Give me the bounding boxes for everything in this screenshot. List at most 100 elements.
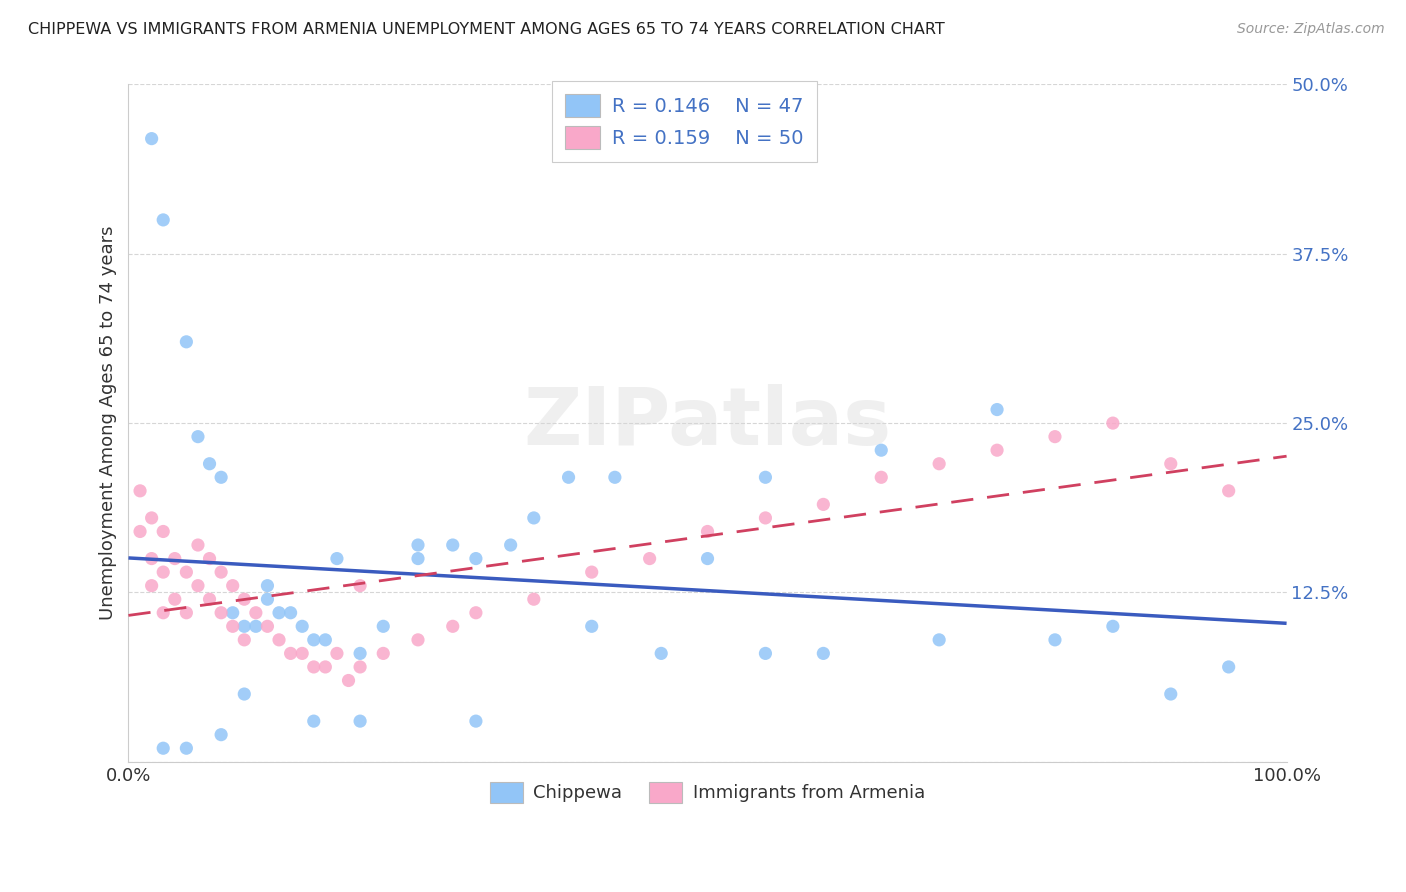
- Point: [406, 538, 429, 552]
- Point: [523, 592, 546, 607]
- Point: [1218, 483, 1240, 498]
- Legend: Chippewa, Immigrants from Armenia: Chippewa, Immigrants from Armenia: [479, 772, 936, 814]
- Point: [349, 647, 371, 661]
- Point: [650, 647, 672, 661]
- Point: [209, 728, 232, 742]
- Point: [129, 524, 152, 539]
- Text: Source: ZipAtlas.com: Source: ZipAtlas.com: [1237, 22, 1385, 37]
- Point: [349, 579, 371, 593]
- Point: [302, 660, 325, 674]
- Point: [280, 647, 302, 661]
- Point: [314, 660, 336, 674]
- Point: [152, 565, 174, 579]
- Point: [754, 647, 776, 661]
- Point: [870, 470, 893, 484]
- Point: [441, 538, 464, 552]
- Point: [314, 632, 336, 647]
- Point: [1160, 687, 1182, 701]
- Point: [1043, 632, 1066, 647]
- Point: [141, 511, 163, 525]
- Point: [326, 551, 349, 566]
- Point: [464, 551, 486, 566]
- Point: [603, 470, 626, 484]
- Point: [209, 470, 232, 484]
- Point: [176, 741, 198, 756]
- Point: [176, 334, 198, 349]
- Point: [302, 632, 325, 647]
- Point: [256, 619, 278, 633]
- Point: [441, 619, 464, 633]
- Point: [1102, 416, 1125, 430]
- Point: [696, 524, 718, 539]
- Point: [406, 632, 429, 647]
- Point: [291, 647, 314, 661]
- Point: [986, 443, 1008, 458]
- Point: [233, 632, 256, 647]
- Point: [326, 647, 349, 661]
- Point: [209, 565, 232, 579]
- Point: [152, 741, 174, 756]
- Point: [1160, 457, 1182, 471]
- Point: [245, 619, 267, 633]
- Point: [523, 511, 546, 525]
- Point: [1043, 430, 1066, 444]
- Text: ZIPatlas: ZIPatlas: [523, 384, 891, 462]
- Point: [152, 213, 174, 227]
- Point: [754, 511, 776, 525]
- Point: [198, 551, 221, 566]
- Point: [581, 619, 603, 633]
- Point: [163, 551, 186, 566]
- Point: [187, 538, 209, 552]
- Point: [696, 551, 718, 566]
- Point: [222, 606, 245, 620]
- Point: [163, 592, 186, 607]
- Point: [581, 565, 603, 579]
- Point: [464, 714, 486, 728]
- Point: [209, 606, 232, 620]
- Point: [280, 606, 302, 620]
- Point: [187, 579, 209, 593]
- Point: [813, 497, 835, 511]
- Point: [267, 606, 290, 620]
- Point: [870, 443, 893, 458]
- Point: [291, 619, 314, 633]
- Point: [349, 714, 371, 728]
- Point: [256, 579, 278, 593]
- Point: [222, 579, 245, 593]
- Point: [152, 606, 174, 620]
- Point: [302, 714, 325, 728]
- Point: [754, 470, 776, 484]
- Point: [245, 606, 267, 620]
- Point: [141, 131, 163, 145]
- Point: [267, 632, 290, 647]
- Point: [337, 673, 360, 688]
- Point: [499, 538, 522, 552]
- Text: CHIPPEWA VS IMMIGRANTS FROM ARMENIA UNEMPLOYMENT AMONG AGES 65 TO 74 YEARS CORRE: CHIPPEWA VS IMMIGRANTS FROM ARMENIA UNEM…: [28, 22, 945, 37]
- Point: [406, 551, 429, 566]
- Point: [256, 592, 278, 607]
- Point: [638, 551, 661, 566]
- Point: [373, 619, 395, 633]
- Point: [1218, 660, 1240, 674]
- Point: [233, 619, 256, 633]
- Point: [129, 483, 152, 498]
- Point: [176, 565, 198, 579]
- Point: [152, 524, 174, 539]
- Point: [222, 619, 245, 633]
- Point: [557, 470, 579, 484]
- Point: [464, 606, 486, 620]
- Point: [141, 551, 163, 566]
- Point: [198, 457, 221, 471]
- Point: [1102, 619, 1125, 633]
- Point: [813, 647, 835, 661]
- Point: [349, 660, 371, 674]
- Y-axis label: Unemployment Among Ages 65 to 74 years: Unemployment Among Ages 65 to 74 years: [100, 226, 117, 620]
- Point: [141, 579, 163, 593]
- Point: [187, 430, 209, 444]
- Point: [198, 592, 221, 607]
- Point: [928, 457, 950, 471]
- Point: [176, 606, 198, 620]
- Point: [986, 402, 1008, 417]
- Point: [233, 687, 256, 701]
- Point: [928, 632, 950, 647]
